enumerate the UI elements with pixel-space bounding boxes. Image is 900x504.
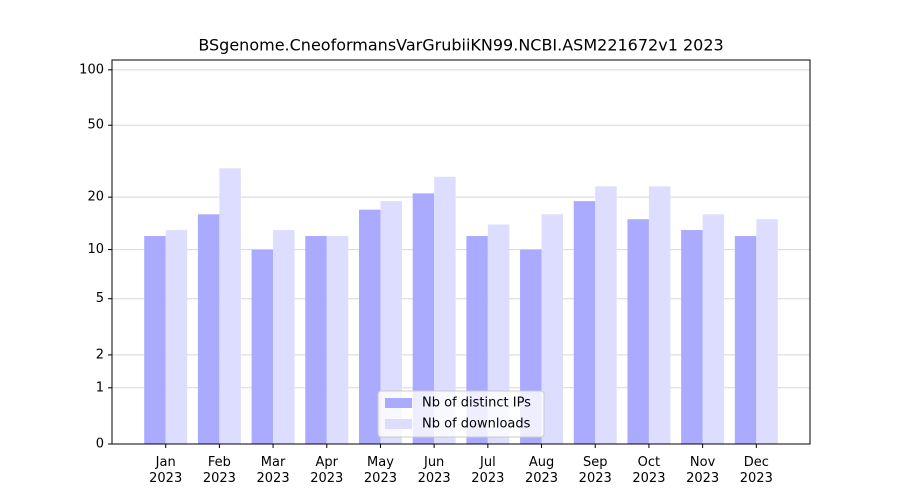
- bar: [734, 236, 757, 444]
- x-tick-label: Feb 2023: [203, 455, 236, 486]
- bar: [573, 201, 596, 444]
- bar: [627, 219, 649, 444]
- bar: [487, 224, 510, 444]
- x-tick-label-line: Mar: [261, 455, 286, 470]
- chart-title: BSgenome.CneoformansVarGrubiiKN99.NCBI.A…: [198, 36, 723, 55]
- legend: Nb of distinct IPs Nb of downloads: [377, 390, 545, 438]
- bar: [681, 230, 703, 444]
- y-tick-label: 2: [96, 347, 104, 362]
- y-tick-label: 50: [87, 118, 104, 133]
- bar: [358, 209, 381, 444]
- x-tick-label-line: Feb: [208, 455, 231, 470]
- x-tick-label-line: 2023: [418, 471, 451, 486]
- legend-swatch: [385, 419, 412, 429]
- x-tick-label: Sep 2023: [579, 455, 612, 486]
- x-tick-label: Nov 2023: [686, 455, 719, 486]
- y-tick-label: 1: [96, 380, 104, 395]
- x-tick-label-line: Oct: [638, 455, 660, 470]
- x-tick-label-line: 2023: [686, 471, 719, 486]
- x-tick-label: Apr 2023: [310, 455, 343, 486]
- x-tick-label: May 2023: [364, 455, 397, 486]
- x-tick-label-line: May: [367, 455, 394, 470]
- bar: [702, 214, 725, 444]
- bar: [756, 219, 778, 444]
- x-tick-label: Mar 2023: [257, 455, 290, 486]
- bar: [305, 236, 327, 444]
- y-tick-label: 20: [87, 190, 104, 205]
- bar: [541, 214, 564, 444]
- x-tick-label-line: Nov: [690, 455, 716, 470]
- x-tick-label-line: 2023: [364, 471, 397, 486]
- x-tick-label-line: Sep: [583, 455, 608, 470]
- x-tick-label-line: Apr: [316, 455, 339, 470]
- bar: [197, 214, 220, 444]
- plot-frame: [111, 59, 811, 445]
- x-tick-label: Jul 2023: [471, 455, 504, 486]
- y-tick-label: 10: [87, 242, 104, 257]
- legend-swatch: [385, 398, 412, 408]
- x-tick-label-line: 2023: [203, 471, 236, 486]
- x-tick-label-line: 2023: [579, 471, 612, 486]
- bar: [380, 201, 402, 444]
- x-tick-label: Oct 2023: [632, 455, 665, 486]
- x-tick-label: Jun 2023: [418, 455, 451, 486]
- bar: [251, 249, 274, 444]
- x-tick-label-line: 2023: [257, 471, 290, 486]
- x-tick-label-line: Dec: [744, 455, 769, 470]
- bar: [165, 230, 188, 444]
- legend-label: Nb of downloads: [422, 417, 531, 432]
- x-tick-label-line: 2023: [525, 471, 558, 486]
- x-tick-label-line: 2023: [310, 471, 343, 486]
- y-tick-label: 100: [79, 62, 104, 77]
- legend-box: [377, 390, 545, 438]
- x-tick-label-line: 2023: [149, 471, 182, 486]
- x-tick-label: Dec 2023: [740, 455, 773, 486]
- bar: [412, 193, 435, 444]
- x-tick-label-line: 2023: [471, 471, 504, 486]
- y-tick-label: 0: [96, 437, 104, 452]
- bar: [219, 168, 241, 444]
- x-tick-label-line: Aug: [529, 455, 554, 470]
- x-tick-label-line: 2023: [740, 471, 773, 486]
- bar: [648, 186, 671, 444]
- x-tick-label-line: 2023: [632, 471, 665, 486]
- legend-label: Nb of distinct IPs: [422, 396, 531, 411]
- bar: [144, 236, 166, 444]
- bar: [434, 176, 456, 444]
- x-tick-label-line: Jun: [423, 455, 444, 470]
- bar: [273, 230, 295, 444]
- y-tick-label: 5: [96, 291, 104, 306]
- bar: [326, 236, 349, 444]
- bar: [595, 186, 617, 444]
- x-tick-label-line: Jan: [155, 455, 176, 470]
- x-tick-label: Aug 2023: [525, 455, 558, 486]
- x-tick-label: Jan 2023: [149, 455, 182, 486]
- x-tick-label-line: Jul: [479, 455, 496, 470]
